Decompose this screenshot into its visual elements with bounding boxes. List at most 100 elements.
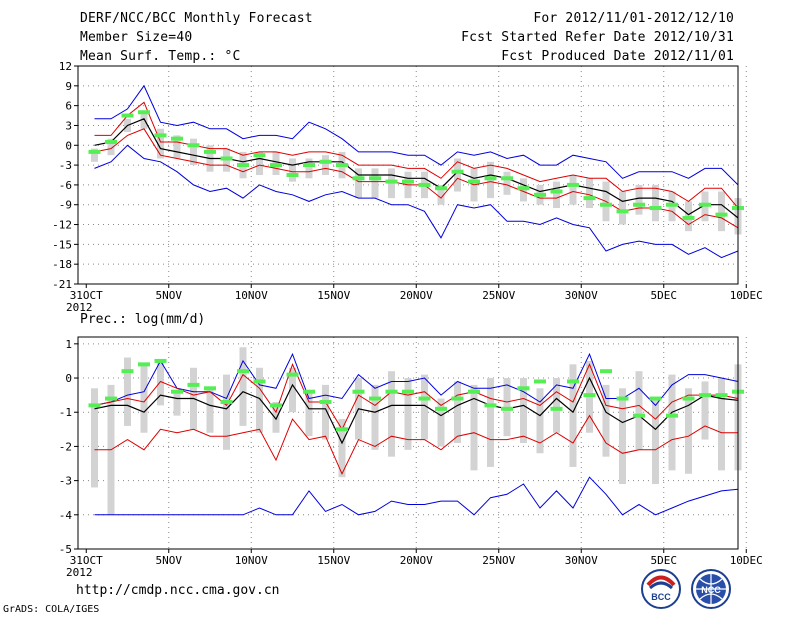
spread-box [256,367,263,433]
y-tick-label: -9 [59,199,72,212]
climatology-mark [303,389,315,394]
spread-box [91,388,98,488]
climatology-mark [270,163,282,168]
spread-box [569,364,577,467]
climatology-mark [352,389,365,394]
min-line [94,476,739,516]
climatology-mark [154,133,167,138]
climatology-mark [583,393,596,398]
x-tick-label: 10DEC [730,289,763,302]
y-tick-label: -12 [52,219,72,232]
climatology-mark [336,163,348,168]
climatology-mark [550,189,563,194]
fcst-produced-date: Fcst Produced Date 2012/11/01 [501,49,734,64]
climatology-mark [187,382,200,387]
climatology-mark [484,176,497,181]
min-line [94,144,739,259]
spread-box [553,181,560,209]
climatology-mark [633,202,645,207]
spread-box [322,155,329,175]
climatology-mark [583,196,596,201]
max-line [94,84,739,186]
source-url[interactable]: http://cmdp.ncc.cma.gov.cn [76,583,280,598]
climatology-mark [682,396,695,401]
spread-box [635,184,643,215]
plot-frame [77,65,739,285]
x-tick-label: 31OCT [70,554,103,567]
x-year-label: 2012 [66,566,93,579]
mean-line [94,376,739,445]
y-tick-label: -3 [59,475,72,488]
climatology-mark [187,143,200,148]
spread-box [173,135,181,159]
spread-box [487,378,494,467]
climatology-mark [303,163,315,168]
x-tick-label: 31OCT [70,289,103,302]
spread-box [404,378,412,450]
spread-box [718,378,725,471]
upper-line [94,101,739,209]
climatology-mark [88,403,101,408]
climatology-mark [501,176,513,181]
spread-box [91,148,98,162]
y-tick-label: 6 [65,100,72,113]
climatology-mark [237,163,249,168]
climatology-mark [369,396,381,401]
y-tick-label: -3 [59,159,72,172]
x-tick-label: 10NOV [235,554,268,567]
climatology-mark [435,406,447,411]
spread-box [635,371,643,450]
y-tick-label: -6 [59,179,72,192]
climatology-mark [204,149,216,154]
climatology-mark [171,389,183,394]
climatology-mark [550,406,563,411]
spread-box [437,184,445,205]
climatology-mark [352,176,365,181]
spread-box [157,360,164,406]
climatology-mark [600,202,612,207]
spread-box [421,374,428,440]
x-tick-label: 10NOV [235,289,268,302]
lower-line [94,414,738,475]
ncc-logo: NCC [691,569,731,609]
climatology-mark [336,427,348,432]
climatology-mark [253,379,266,384]
spread-box [520,378,527,443]
climatology-mark [699,393,711,398]
spread-box [322,384,329,440]
climatology-mark [138,110,150,115]
climatology-mark [88,149,101,154]
spread-box [239,347,247,426]
spread-box [668,374,676,471]
spread-box [619,191,626,225]
climatology-mark [699,202,711,207]
climatology-mark [649,206,662,211]
climatology-mark [418,182,431,187]
spread-box [107,138,115,156]
spread-box [190,138,197,166]
climatology-mark [534,379,546,384]
climatology-mark [484,403,497,408]
y-tick-label: 3 [65,119,72,132]
spread-box [602,384,610,457]
lower-line [94,128,739,229]
climatology-mark [534,192,546,197]
y-tick-label: 0 [65,372,72,385]
spread-box [652,184,659,222]
climatology-mark [402,179,414,184]
climatology-mark [154,358,167,363]
forecast-title: DERF/NCC/BCC Monthly Forecast [80,11,313,26]
climatology-mark [204,386,216,391]
x-tick-label: 10DEC [730,554,763,567]
climatology-mark [451,396,464,401]
ncc-logo-text: NCC [701,585,721,595]
spread-box [586,178,593,209]
spread-box [652,398,659,485]
climatology-mark [616,209,629,214]
spread-box [553,378,560,433]
x-tick-label: 5DEC [651,554,678,567]
spread-box [718,191,725,232]
x-tick-label: 25NOV [482,289,515,302]
climatology-mark [715,393,728,398]
